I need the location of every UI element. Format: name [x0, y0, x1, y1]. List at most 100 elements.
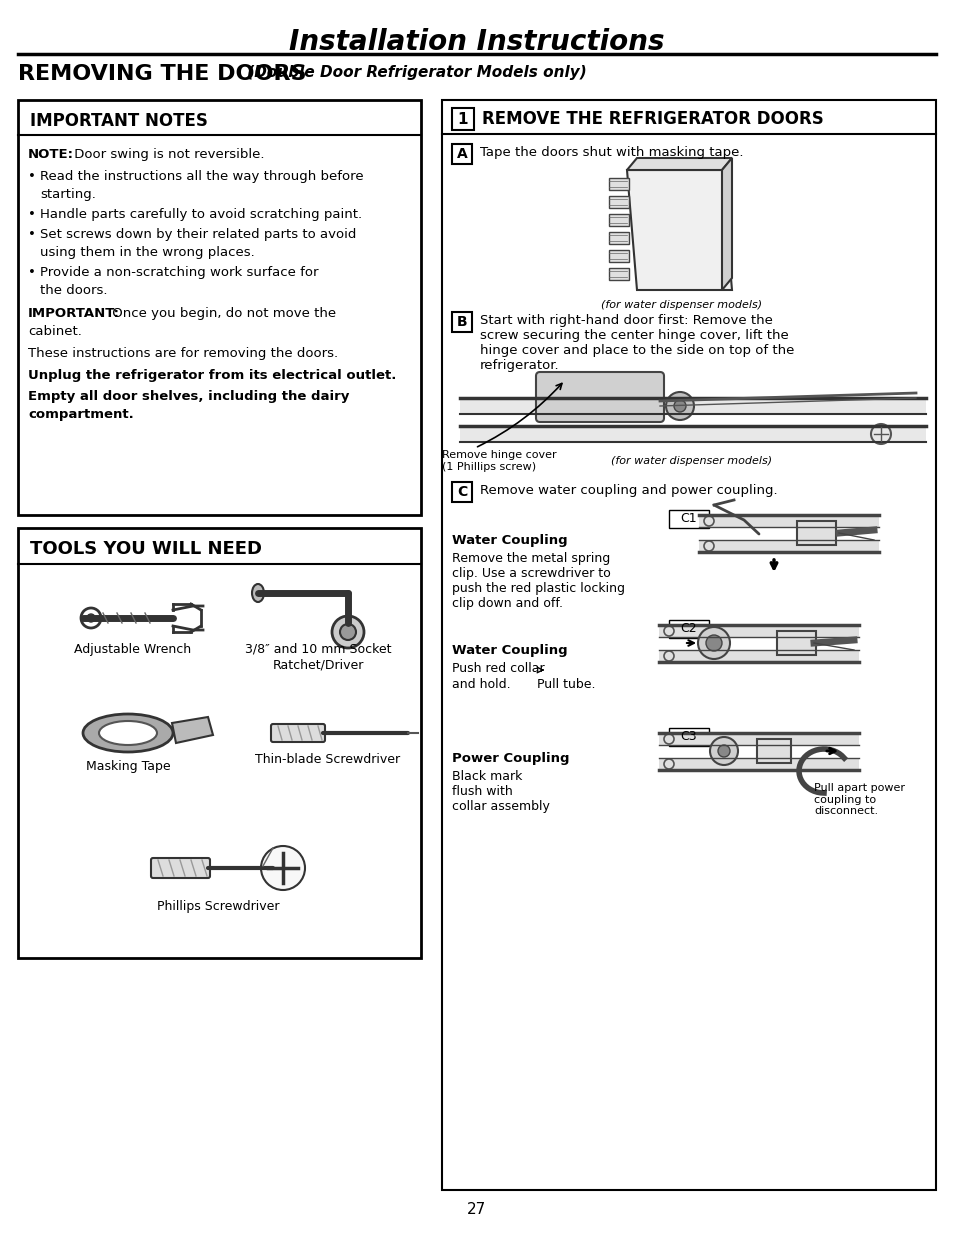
Text: Provide a non-scratching work surface for: Provide a non-scratching work surface fo…	[40, 266, 318, 279]
Text: Pull tube.: Pull tube.	[537, 678, 595, 692]
FancyBboxPatch shape	[699, 515, 878, 527]
Ellipse shape	[83, 714, 172, 752]
Circle shape	[698, 627, 729, 659]
Text: cabinet.: cabinet.	[28, 325, 82, 338]
Text: Set screws down by their related parts to avoid: Set screws down by their related parts t…	[40, 228, 356, 241]
FancyBboxPatch shape	[18, 529, 420, 958]
Text: •: •	[28, 170, 36, 183]
FancyBboxPatch shape	[608, 268, 628, 280]
Text: C3: C3	[680, 730, 697, 743]
FancyBboxPatch shape	[659, 758, 858, 769]
Text: and hold.: and hold.	[452, 678, 510, 692]
Text: using them in the wrong places.: using them in the wrong places.	[40, 246, 254, 259]
FancyBboxPatch shape	[452, 107, 474, 130]
FancyBboxPatch shape	[608, 214, 628, 226]
FancyBboxPatch shape	[452, 312, 472, 332]
Text: Power Coupling: Power Coupling	[452, 752, 569, 764]
Polygon shape	[172, 718, 213, 743]
FancyBboxPatch shape	[608, 196, 628, 207]
Text: IMPORTANT:: IMPORTANT:	[28, 308, 120, 320]
Text: Read the instructions all the way through before: Read the instructions all the way throug…	[40, 170, 363, 183]
Text: Remove water coupling and power coupling.: Remove water coupling and power coupling…	[479, 484, 777, 496]
Text: Door swing is not reversible.: Door swing is not reversible.	[70, 148, 264, 161]
Text: IMPORTANT NOTES: IMPORTANT NOTES	[30, 112, 208, 130]
FancyBboxPatch shape	[699, 540, 878, 552]
FancyBboxPatch shape	[459, 398, 925, 414]
FancyBboxPatch shape	[536, 372, 663, 422]
Text: C1: C1	[680, 513, 697, 526]
Text: •: •	[28, 228, 36, 241]
Text: Water Coupling: Water Coupling	[452, 534, 567, 547]
Text: Phillips Screwdriver: Phillips Screwdriver	[156, 900, 279, 913]
FancyBboxPatch shape	[659, 625, 858, 637]
Text: Start with right-hand door first: Remove the
screw securing the center hinge cov: Start with right-hand door first: Remove…	[479, 314, 794, 372]
FancyBboxPatch shape	[452, 482, 472, 501]
Text: Remove hinge cover
(1 Phillips screw): Remove hinge cover (1 Phillips screw)	[441, 450, 556, 472]
Text: B: B	[456, 315, 467, 329]
Circle shape	[339, 624, 355, 640]
Ellipse shape	[252, 584, 264, 601]
FancyBboxPatch shape	[757, 739, 790, 763]
Text: Thin-blade Screwdriver: Thin-blade Screwdriver	[255, 753, 400, 766]
Text: Installation Instructions: Installation Instructions	[289, 28, 664, 56]
Circle shape	[665, 391, 693, 420]
Text: compartment.: compartment.	[28, 408, 133, 421]
Text: •: •	[28, 207, 36, 221]
Text: C2: C2	[680, 622, 697, 636]
Circle shape	[709, 737, 738, 764]
Circle shape	[705, 635, 721, 651]
Circle shape	[261, 846, 305, 890]
Text: the doors.: the doors.	[40, 284, 108, 296]
Text: Push red collar: Push red collar	[452, 662, 544, 676]
Text: Empty all door shelves, including the dairy: Empty all door shelves, including the da…	[28, 390, 349, 403]
Text: TOOLS YOU WILL NEED: TOOLS YOU WILL NEED	[30, 540, 262, 558]
Text: Masking Tape: Masking Tape	[86, 760, 171, 773]
Text: Remove the metal spring
clip. Use a screwdriver to
push the red plastic locking
: Remove the metal spring clip. Use a scre…	[452, 552, 624, 610]
Text: These instructions are for removing the doors.: These instructions are for removing the …	[28, 347, 337, 359]
FancyBboxPatch shape	[452, 144, 472, 164]
Text: Once you begin, do not move the: Once you begin, do not move the	[108, 308, 335, 320]
Text: NOTE:: NOTE:	[28, 148, 74, 161]
Text: Adjustable Wrench: Adjustable Wrench	[74, 643, 192, 656]
FancyBboxPatch shape	[608, 178, 628, 190]
Text: Pull apart power
coupling to
disconnect.: Pull apart power coupling to disconnect.	[813, 783, 904, 816]
Ellipse shape	[99, 721, 157, 745]
FancyBboxPatch shape	[608, 232, 628, 245]
FancyBboxPatch shape	[668, 510, 708, 529]
Circle shape	[87, 614, 95, 622]
Text: 3/8″ and 10 mm Socket
Ratchet/Driver: 3/8″ and 10 mm Socket Ratchet/Driver	[245, 643, 391, 671]
Text: 1: 1	[457, 111, 468, 126]
Circle shape	[718, 745, 729, 757]
FancyBboxPatch shape	[608, 249, 628, 262]
FancyBboxPatch shape	[668, 727, 708, 746]
Text: (for water dispenser models): (for water dispenser models)	[611, 456, 772, 466]
Text: (for water dispenser models): (for water dispenser models)	[600, 300, 761, 310]
FancyBboxPatch shape	[18, 100, 420, 515]
Text: •: •	[28, 266, 36, 279]
Text: Black mark
flush with
collar assembly: Black mark flush with collar assembly	[452, 769, 549, 813]
FancyBboxPatch shape	[776, 631, 815, 655]
FancyBboxPatch shape	[151, 858, 210, 878]
Text: starting.: starting.	[40, 188, 95, 201]
Text: A: A	[456, 147, 467, 161]
Polygon shape	[626, 158, 731, 170]
Polygon shape	[626, 170, 731, 290]
Text: C: C	[456, 485, 467, 499]
FancyBboxPatch shape	[271, 724, 325, 742]
FancyBboxPatch shape	[796, 521, 835, 545]
Text: Water Coupling: Water Coupling	[452, 643, 567, 657]
FancyBboxPatch shape	[659, 734, 858, 745]
Polygon shape	[721, 158, 731, 290]
Text: 27: 27	[467, 1202, 486, 1216]
FancyBboxPatch shape	[459, 426, 925, 442]
Text: REMOVING THE DOORS: REMOVING THE DOORS	[18, 64, 306, 84]
Circle shape	[673, 400, 685, 412]
Text: REMOVE THE REFRIGERATOR DOORS: REMOVE THE REFRIGERATOR DOORS	[481, 110, 822, 128]
Text: Handle parts carefully to avoid scratching paint.: Handle parts carefully to avoid scratchi…	[40, 207, 362, 221]
FancyBboxPatch shape	[668, 620, 708, 638]
FancyBboxPatch shape	[441, 100, 935, 1191]
Text: (Double Door Refrigerator Models only): (Double Door Refrigerator Models only)	[242, 65, 586, 80]
Circle shape	[332, 616, 364, 648]
Text: Unplug the refrigerator from its electrical outlet.: Unplug the refrigerator from its electri…	[28, 369, 395, 382]
Text: Tape the doors shut with masking tape.: Tape the doors shut with masking tape.	[479, 146, 742, 159]
